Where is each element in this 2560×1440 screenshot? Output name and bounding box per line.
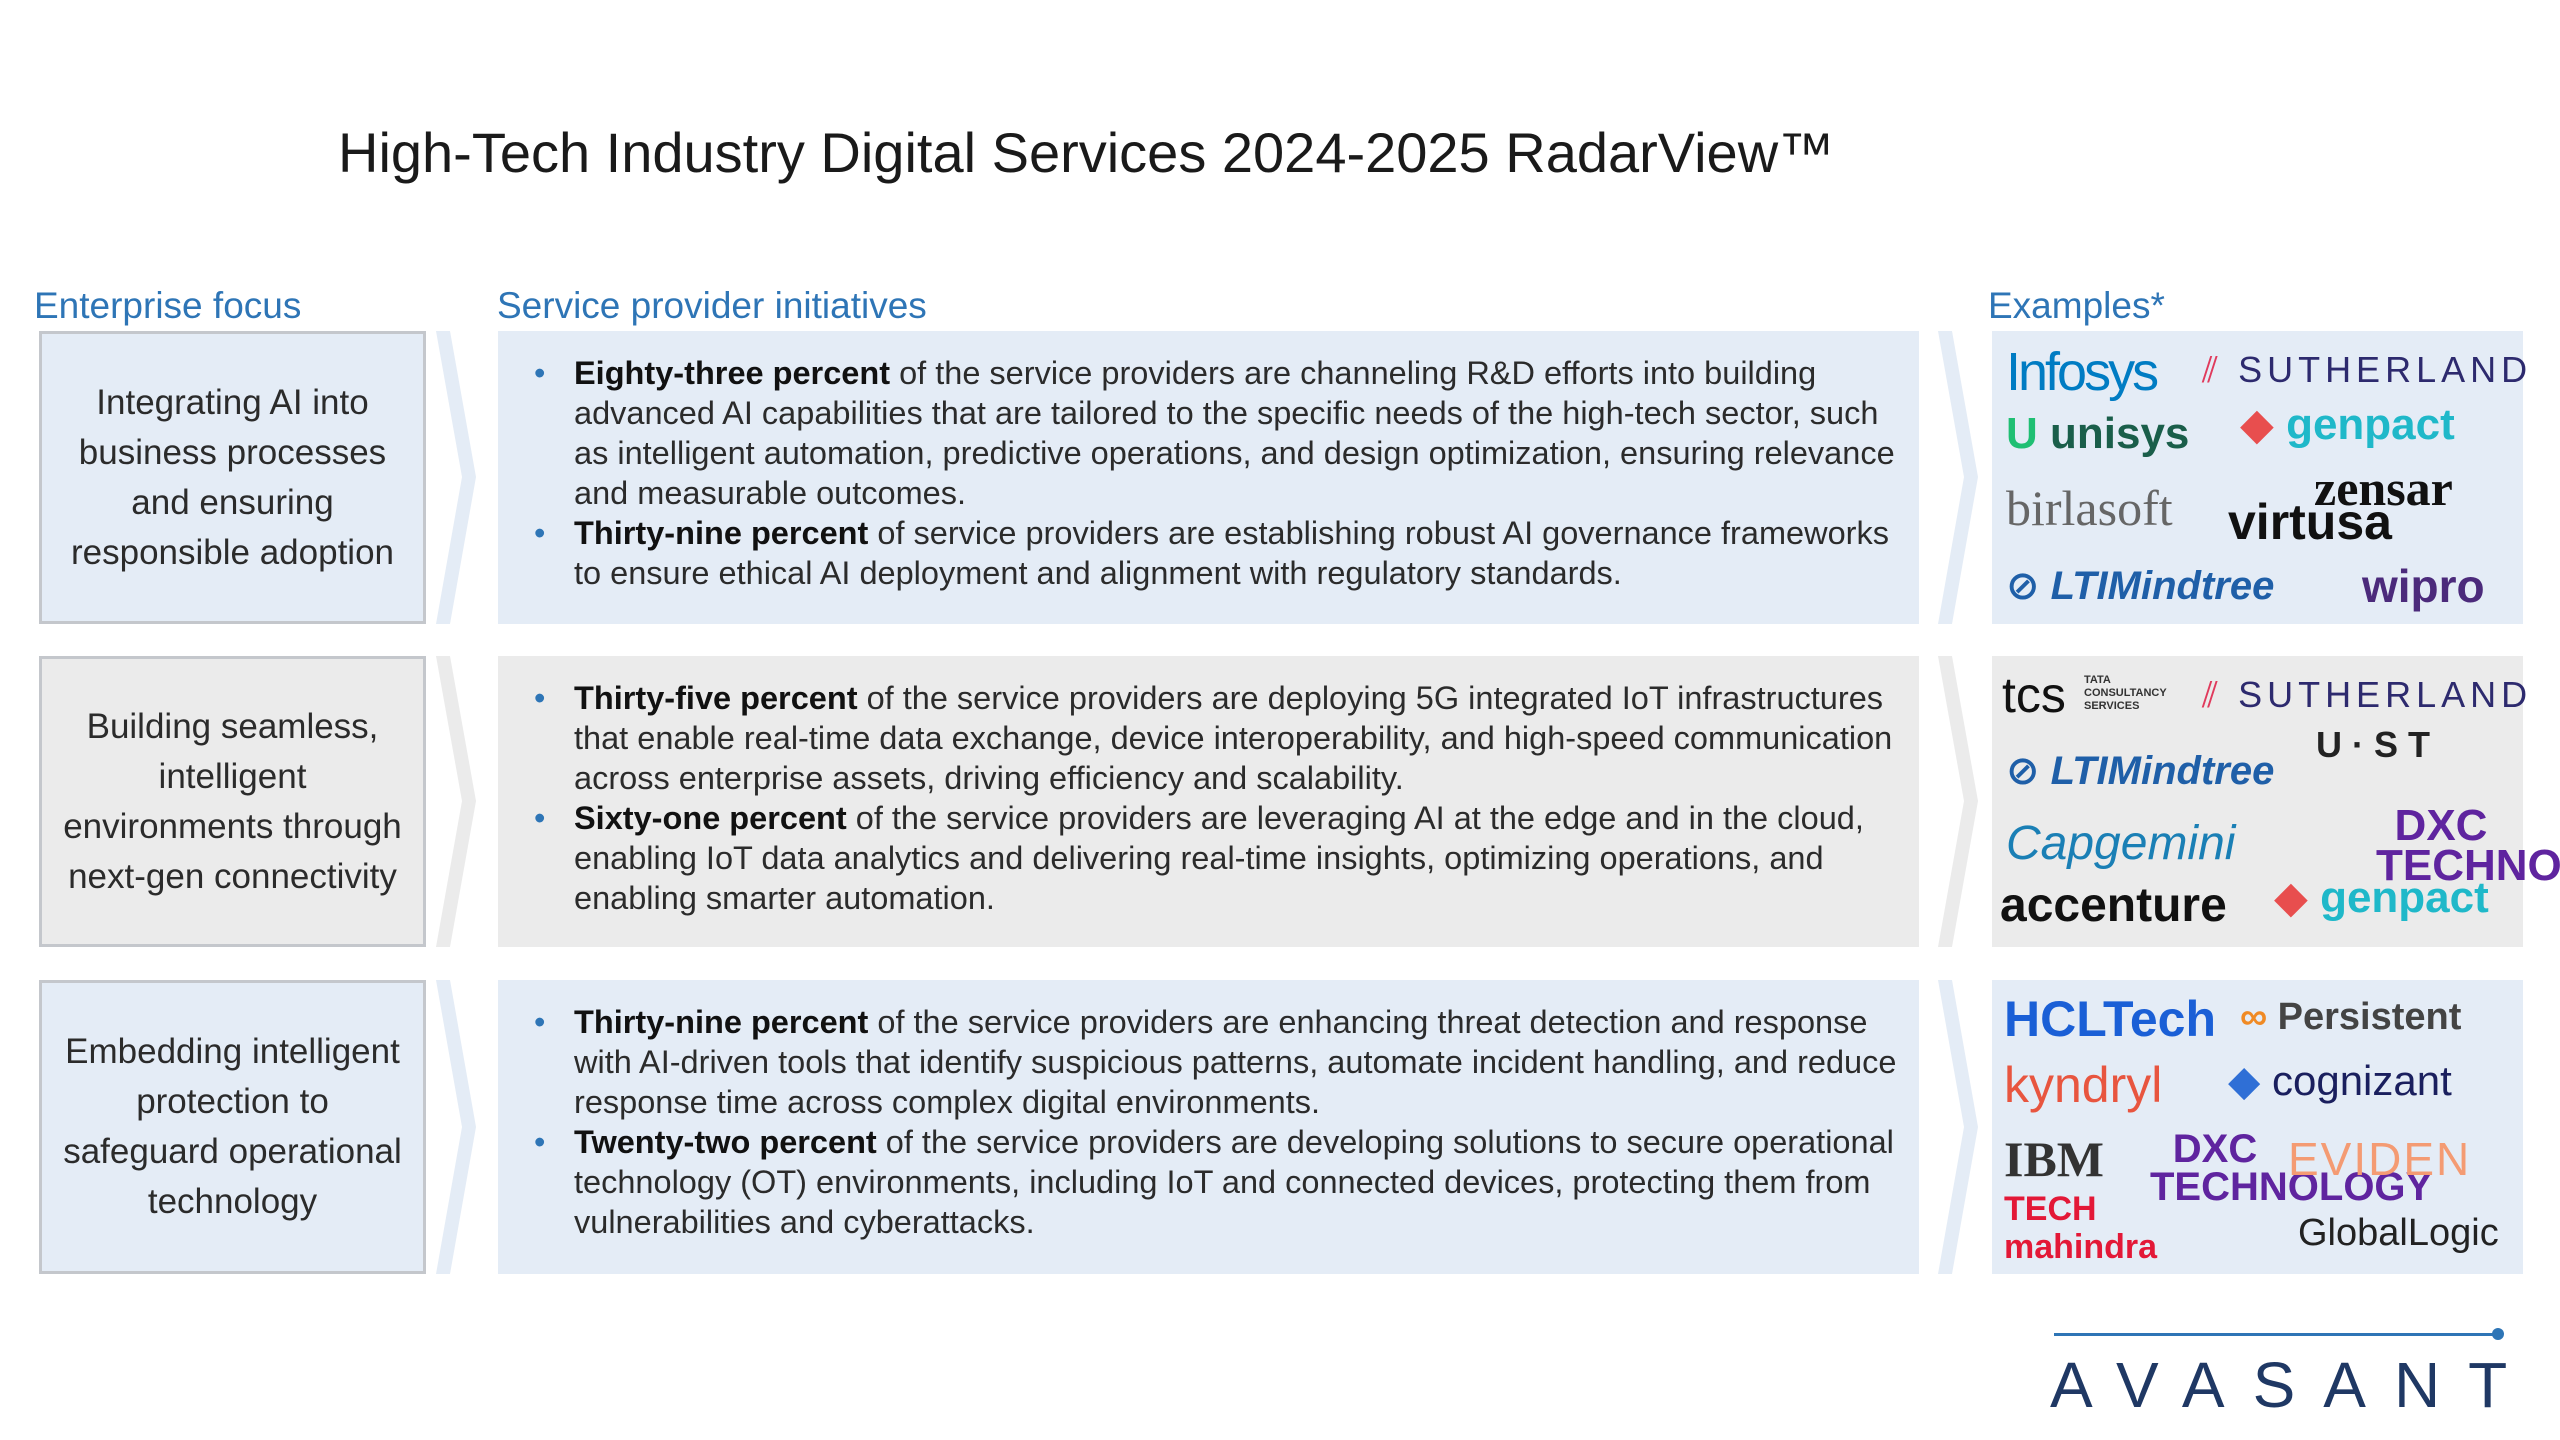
- focus-box: Integrating AI into business processes a…: [39, 331, 426, 624]
- examples-box: HCLTech ∞ Persistent kyndryl ◆ cognizant…: [1992, 980, 2523, 1274]
- logo-tcs: tcs: [2002, 667, 2066, 723]
- bullet-item: Thirty-nine percent of the service provi…: [518, 1002, 1899, 1122]
- logo-globallogic: GlobalLogic: [2298, 1212, 2499, 1254]
- focus-box: Building seamless, intelligent environme…: [39, 656, 426, 947]
- row-connectivity: Building seamless, intelligent environme…: [0, 656, 2560, 947]
- logo-dot: [2492, 1328, 2504, 1340]
- bullet-item: Twenty-two percent of the service provid…: [518, 1122, 1899, 1242]
- focus-box: Embedding intelligent protection to safe…: [39, 980, 426, 1274]
- logo-tcs-tagline: TATA CONSULTANCY SERVICES: [2084, 674, 2167, 712]
- logo-ibm: IBM: [2004, 1131, 2104, 1187]
- examples-box: Infosys ⫽ SUTHERLAND U unisys ◆ genpact …: [1992, 331, 2527, 624]
- bullet-bold: Thirty-nine percent: [574, 1004, 869, 1040]
- bullet-item: Eighty-three percent of the service prov…: [518, 353, 1899, 513]
- bullet-text: of the service providers are channeling …: [574, 355, 1895, 511]
- bullet-bold: Eighty-three percent: [574, 355, 891, 391]
- bullet-item: Thirty-five percent of the service provi…: [518, 678, 1899, 798]
- avasant-logo: AVASANT: [2050, 1328, 2510, 1421]
- bullet-text: of the service providers are leveraging …: [574, 800, 1864, 916]
- bullet-bold: Sixty-one percent: [574, 800, 847, 836]
- chevron-arrow-icon: [1938, 656, 1978, 947]
- logo-ust: U·ST: [2316, 724, 2440, 765]
- row-protection: Embedding intelligent protection to safe…: [0, 980, 2560, 1274]
- bullet-bold: Twenty-two percent: [574, 1124, 877, 1160]
- logo-genpact: ◆ genpact: [2240, 400, 2455, 449]
- bullet-bold: Thirty-five percent: [574, 680, 858, 716]
- chevron-arrow-icon: [1938, 331, 1978, 624]
- chevron-arrow-icon: [436, 980, 476, 1274]
- bullet-text: of the service providers are developing …: [574, 1124, 1894, 1240]
- bullet-item: Thirty-nine percent of service providers…: [518, 513, 1899, 593]
- logo-capgemini: Capgemini: [2006, 817, 2236, 870]
- logo-dxc: DXC TECHNOLOGY: [2376, 801, 2560, 890]
- logo-tech-mahindra: TECH mahindra: [2004, 1190, 2158, 1266]
- logo-kyndryl: kyndryl: [2004, 1057, 2163, 1113]
- bullet-text: of service providers are establishing ro…: [574, 515, 1889, 591]
- bullet-bold: Thirty-nine percent: [574, 515, 869, 551]
- logo-zensar: zensar: [2314, 460, 2453, 516]
- logo-persistent: ∞ Persistent: [2240, 996, 2462, 1038]
- chevron-arrow-icon: [436, 656, 476, 947]
- initiatives-box: Eighty-three percent of the service prov…: [498, 331, 1919, 624]
- logo-virtusa: virtusa: [2228, 494, 2392, 550]
- logo-accenture: accenture: [2000, 879, 2227, 932]
- bullet-text: of the service providers are deploying 5…: [574, 680, 1893, 796]
- chevron-arrow-icon: [436, 331, 476, 624]
- bullet-text: of the service providers are enhancing t…: [574, 1004, 1897, 1120]
- logo-wipro: wipro: [2362, 560, 2485, 612]
- row-ai: Integrating AI into business processes a…: [0, 331, 2560, 624]
- logo-ltimindtree: ⊘ LTIMindtree: [2006, 749, 2275, 793]
- logo-infosys: Infosys: [2006, 342, 2159, 402]
- logo-birlasoft: birlasoft: [2006, 480, 2173, 536]
- logo-genpact: ◆ genpact: [2274, 873, 2489, 922]
- logo-sutherland: ⫽ SUTHERLAND: [2202, 349, 2533, 390]
- logo-line: [2054, 1333, 2494, 1336]
- header-examples: Examples*: [1988, 285, 2165, 326]
- page-title: High-Tech Industry Digital Services 2024…: [338, 121, 1835, 184]
- header-service-provider-initiatives: Service provider initiatives: [497, 285, 927, 326]
- bullet-item: Sixty-one percent of the service provide…: [518, 798, 1899, 918]
- examples-box: tcs TATA CONSULTANCY SERVICES ⫽ SUTHERLA…: [1992, 656, 2560, 947]
- logo-cognizant: ◆ cognizant: [2228, 1057, 2452, 1104]
- logo-ltimindtree: ⊘ LTIMindtree: [2006, 564, 2275, 608]
- header-enterprise-focus: Enterprise focus: [34, 285, 302, 326]
- logo-unisys: U unisys: [2006, 409, 2190, 458]
- chevron-arrow-icon: [1938, 980, 1978, 1274]
- brand-wordmark: AVASANT: [2050, 1349, 2536, 1421]
- initiatives-box: Thirty-five percent of the service provi…: [498, 656, 1919, 947]
- initiatives-box: Thirty-nine percent of the service provi…: [498, 980, 1919, 1274]
- logo-dxc: DXC TECHNOLOGY: [2150, 1127, 2433, 1209]
- logo-sutherland: ⫽ SUTHERLAND: [2202, 674, 2533, 715]
- logo-eviden: EVIDEN: [2288, 1133, 2472, 1185]
- logo-hcltech: HCLTech: [2004, 991, 2217, 1047]
